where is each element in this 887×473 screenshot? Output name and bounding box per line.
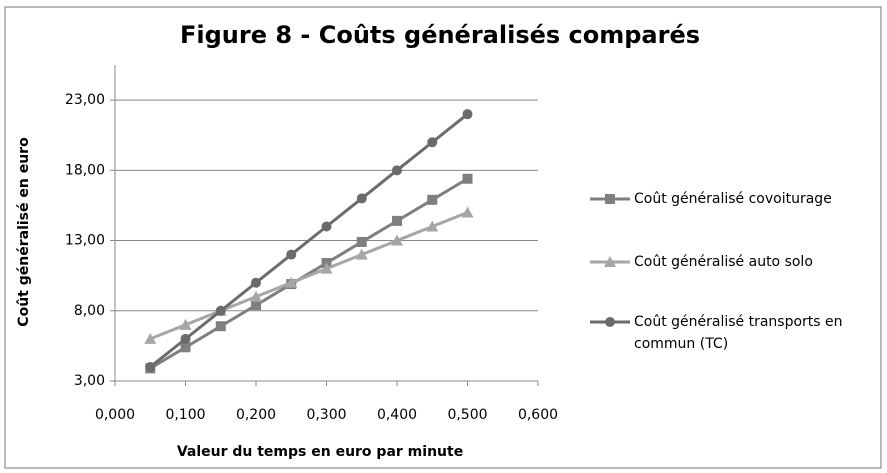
x-tick-label: 0,100: [165, 407, 205, 423]
marker: [179, 318, 192, 330]
marker: [145, 361, 156, 372]
y-tick-label: 13,00: [65, 233, 105, 249]
marker: [356, 236, 367, 247]
x-tick-label: 0,300: [306, 407, 346, 423]
marker: [427, 194, 438, 205]
marker: [251, 300, 261, 311]
chart-border: [4, 6, 882, 469]
marker: [392, 165, 402, 176]
marker: [144, 332, 157, 344]
marker: [426, 220, 439, 232]
marker: [356, 193, 367, 204]
marker: [391, 234, 403, 246]
y-tick-label: 3,00: [74, 373, 105, 389]
y-tick-label: 8,00: [74, 303, 105, 319]
marker: [605, 317, 615, 327]
series-line: [149, 177, 469, 370]
marker: [604, 256, 616, 267]
legend-label: Coût généralisé transports en commun (TC…: [634, 314, 843, 352]
marker: [215, 321, 226, 332]
legend-label-box: Coût généralisé transports en commun (TC…: [634, 314, 843, 352]
marker: [355, 248, 368, 260]
y-tick-label: 23,00: [65, 92, 105, 108]
legend-entry: Coût généralisé auto solo: [590, 254, 813, 270]
x-tick-label: 0,000: [95, 407, 135, 423]
y-axis-label: Coût généralisé en euro: [16, 137, 32, 327]
legend-entry: Coût généralisé transports en commun (TC…: [590, 314, 843, 352]
legend-label-box: Coût généralisé auto solo: [634, 254, 813, 270]
x-tick-label: 0,400: [377, 407, 417, 423]
marker: [321, 221, 332, 232]
y-tick-label: 18,00: [65, 162, 105, 178]
marker: [461, 206, 474, 218]
marker: [320, 262, 333, 274]
x-axis-label: Valeur du temps en euro par minute: [177, 444, 463, 460]
marker: [250, 290, 262, 302]
x-tick-label: 0,500: [447, 407, 487, 423]
series-line: [149, 112, 469, 369]
marker: [180, 333, 191, 344]
x-tick-label: 0,600: [518, 407, 558, 423]
marker: [286, 249, 297, 260]
legend-entry: Coût généralisé covoiturage: [590, 191, 832, 207]
legend-label: Coût généralisé auto solo: [634, 254, 813, 270]
marker: [285, 276, 298, 288]
marker: [251, 277, 261, 288]
marker: [462, 173, 473, 184]
marker: [605, 194, 615, 204]
series-line: [149, 211, 469, 341]
marker: [392, 215, 402, 226]
legend-label-box: Coût généralisé covoiturage: [634, 191, 832, 207]
marker: [427, 137, 438, 148]
legend-label: Coût généralisé covoiturage: [634, 191, 832, 207]
x-tick-label: 0,200: [236, 407, 276, 423]
marker: [462, 109, 473, 120]
chart-title: Figure 8 - Coûts généralisés comparés: [180, 21, 700, 49]
marker: [215, 305, 226, 316]
marker: [180, 342, 191, 353]
